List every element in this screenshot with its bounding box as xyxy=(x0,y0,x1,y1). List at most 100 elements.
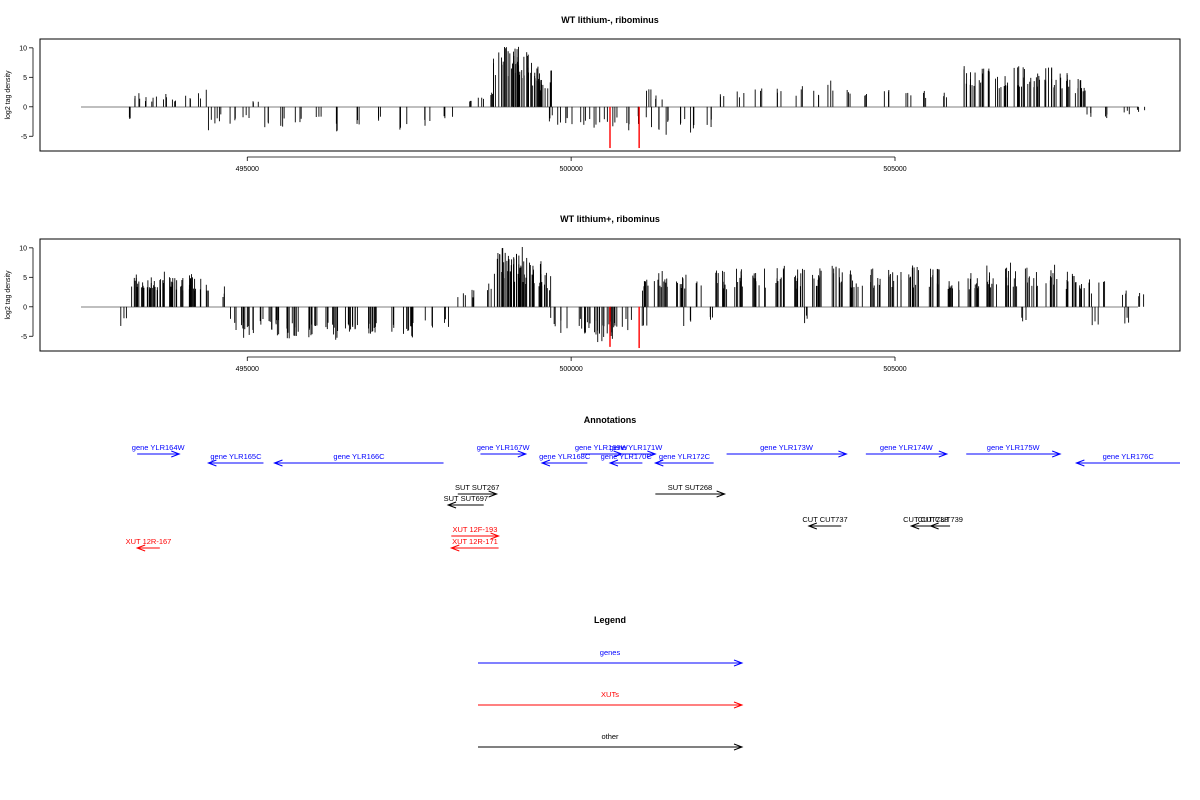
arrowhead xyxy=(206,459,217,467)
annotation-feature: SUT SUT267 xyxy=(455,483,499,498)
feature-label: gene YLR176C xyxy=(1103,452,1155,461)
x-axis: 495000 500000 505000 xyxy=(236,356,907,373)
legend-panel: Legend genes XUTs other xyxy=(478,615,744,751)
annotation-feature: XUT 12R-171 xyxy=(449,537,499,552)
x-tick-label: 500000 xyxy=(559,366,582,373)
panel-title: WT lithium-, ribominus xyxy=(561,15,659,25)
arrowhead xyxy=(446,501,457,509)
annotation-feature: gene YLR166C xyxy=(273,452,444,467)
feature-label: gene YLR174W xyxy=(880,443,934,452)
arrowhead xyxy=(1051,450,1062,458)
arrowhead xyxy=(488,490,499,498)
annotation-feature: gene YLR164W xyxy=(132,443,186,458)
legend-label: XUTs xyxy=(601,690,619,699)
track-panel-lithium-minus: WT lithium-, ribominus log2 tag density … xyxy=(5,15,1181,173)
annotation-feature: SUT SUT268 xyxy=(655,483,727,498)
annotation-feature: gene YLR172C xyxy=(653,452,714,467)
legend-title: Legend xyxy=(594,615,626,625)
annotation-feature: SUT SUT697 xyxy=(444,494,488,509)
annotation-feature: gene YLR171W xyxy=(609,443,663,458)
y-axis: -5 0 5 10 xyxy=(19,45,34,141)
y-tick-label: 5 xyxy=(23,75,27,82)
annotation-feature: CUT CUT737 xyxy=(802,515,848,530)
feature-label: SUT SUT267 xyxy=(455,483,499,492)
feature-label: gene YLR173W xyxy=(760,443,814,452)
arrowhead xyxy=(490,532,501,540)
arrowhead xyxy=(733,701,744,709)
legend-entries: genes XUTs other xyxy=(478,648,744,751)
annotation-feature: gene YLR165C xyxy=(206,452,264,467)
panel-title: WT lithium+, ribominus xyxy=(560,214,660,224)
plot-frame xyxy=(39,38,1181,152)
x-tick-label: 495000 xyxy=(236,366,259,373)
y-tick-label: 0 xyxy=(23,304,27,311)
arrowhead xyxy=(938,450,949,458)
feature-label: gene YLR167W xyxy=(477,443,531,452)
y-tick-label: 5 xyxy=(23,275,27,282)
legend-label: other xyxy=(601,732,619,741)
y-tick-label: 10 xyxy=(19,245,27,252)
x-tick-label: 505000 xyxy=(883,166,906,173)
feature-label: gene YLR170C xyxy=(601,452,653,461)
y-axis-label: log2 tag density xyxy=(5,270,12,320)
x-tick-label: 500000 xyxy=(559,166,582,173)
annotation-feature: gene YLR174W xyxy=(865,443,949,458)
y-tick-label: -5 xyxy=(21,334,27,341)
legend-label: genes xyxy=(600,648,621,657)
bars-group xyxy=(128,46,1146,149)
arrowhead xyxy=(540,459,551,467)
arrowhead xyxy=(909,522,920,530)
feature-label: CUT CUT738 xyxy=(903,515,948,524)
arrowhead xyxy=(273,459,283,467)
feature-label: XUT 12R-167 xyxy=(126,537,172,546)
annotation-feature: gene YLR168C xyxy=(539,452,591,467)
y-axis-label: log2 tag density xyxy=(5,70,12,120)
plot-frame xyxy=(39,238,1181,352)
arrowhead xyxy=(653,459,664,467)
x-axis: 495000 500000 505000 xyxy=(236,156,907,173)
feature-label: gene YLR175W xyxy=(987,443,1041,452)
legend-entry: other xyxy=(478,732,744,751)
annotation-feature: gene YLR175W xyxy=(966,443,1062,458)
feature-label: gene YLR168C xyxy=(539,452,591,461)
y-tick-label: -5 xyxy=(21,134,27,141)
arrowhead xyxy=(608,459,619,467)
arrowhead xyxy=(1074,459,1085,467)
arrowhead xyxy=(733,659,744,667)
y-tick-label: 10 xyxy=(19,45,27,52)
arrowhead xyxy=(716,490,727,498)
x-tick-label: 495000 xyxy=(236,166,259,173)
feature-label: gene YLR166C xyxy=(333,452,385,461)
annotation-feature: CUT CUT739 xyxy=(918,515,963,530)
y-axis: -5 0 5 10 xyxy=(19,245,34,341)
feature-label: gene YLR171W xyxy=(609,443,663,452)
annotation-feature: gene YLR173W xyxy=(726,443,848,458)
legend-entry: genes xyxy=(478,648,744,667)
arrowhead xyxy=(807,522,818,530)
arrowhead xyxy=(838,450,848,458)
annotation-feature: gene YLR170C xyxy=(601,452,653,467)
annotation-feature: gene YLR167W xyxy=(477,443,531,458)
annotation-feature: XUT 12F-193 xyxy=(451,525,501,540)
annotation-feature: gene YLR176C xyxy=(1074,452,1180,467)
track-panel-lithium-plus: WT lithium+, ribominus log2 tag density … xyxy=(5,214,1181,373)
feature-label: XUT 12R-171 xyxy=(452,537,498,546)
feature-label: gene YLR169W xyxy=(575,443,629,452)
feature-label: XUT 12F-193 xyxy=(453,525,498,534)
y-tick-label: 0 xyxy=(23,104,27,111)
arrowhead xyxy=(135,544,146,552)
feature-label: gene YLR165C xyxy=(210,452,262,461)
feature-label: CUT CUT739 xyxy=(918,515,963,524)
x-tick-label: 505000 xyxy=(883,366,906,373)
arrowhead xyxy=(929,522,939,530)
feature-label: SUT SUT697 xyxy=(444,494,488,503)
arrowhead xyxy=(733,743,744,751)
arrowhead xyxy=(647,450,657,458)
bars-group xyxy=(120,246,1145,349)
feature-label: SUT SUT268 xyxy=(668,483,712,492)
annotation-features: gene YLR164W gene YLR165C gene YLR166C gene… xyxy=(126,443,1180,552)
annotation-feature: XUT 12R-167 xyxy=(126,537,172,552)
arrowhead xyxy=(517,450,528,458)
